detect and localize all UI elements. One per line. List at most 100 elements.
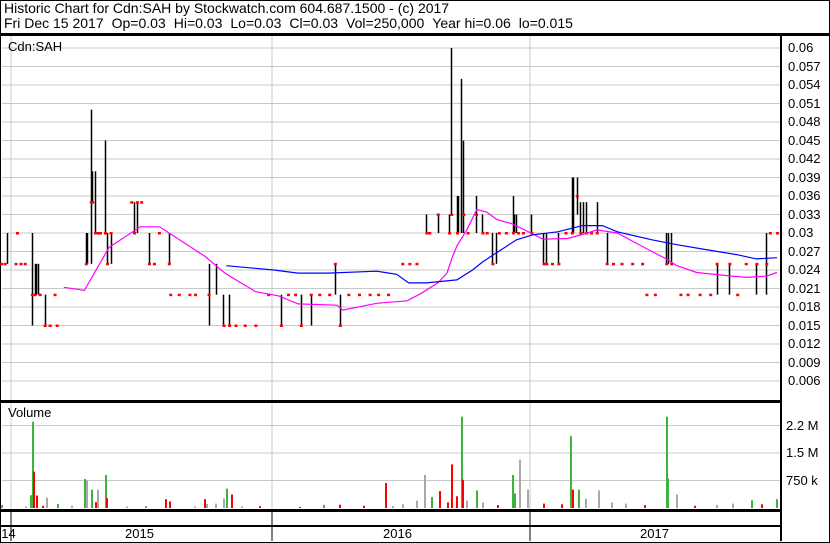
close-marker (744, 262, 748, 266)
close-marker (23, 262, 27, 266)
close-marker (709, 293, 713, 297)
close-marker (755, 262, 759, 266)
close-marker (387, 293, 391, 297)
close-marker (254, 324, 258, 327)
volume-bar (32, 421, 34, 508)
year-label: 2015 (125, 526, 154, 541)
volume-bar (1, 505, 3, 508)
volume-bar (126, 506, 128, 508)
close-marker (103, 232, 107, 235)
close-marker (564, 232, 568, 235)
price-tick-label: 0.048 (788, 114, 821, 129)
close-marker (550, 262, 554, 266)
close-marker (287, 293, 291, 297)
volume-bar (561, 504, 563, 508)
close-marker (401, 262, 405, 266)
close-marker (665, 262, 669, 266)
close-marker (516, 232, 520, 235)
close-marker (294, 293, 298, 297)
volume-bar (694, 505, 696, 508)
price-tick-label: 0.015 (788, 317, 821, 333)
volume-bar (439, 491, 441, 508)
close-marker (130, 201, 134, 204)
volume-bar (223, 498, 225, 508)
volume-bar (644, 505, 646, 508)
volume-bar (543, 503, 545, 508)
close-marker (575, 195, 579, 198)
quote-line: Fri Dec 15 2017 Op=0.03 Hi=0.03 Lo=0.03 Cl=0… (4, 16, 581, 31)
close-marker (357, 293, 361, 297)
symbol-label: Cdn:SAH (8, 39, 63, 54)
volume-bar (482, 502, 484, 508)
volume-bar (226, 488, 228, 508)
close-marker (570, 232, 574, 235)
header-divider (0, 33, 830, 36)
close-marker (497, 232, 501, 235)
volume-bar (497, 505, 499, 508)
close-marker (33, 293, 37, 297)
year-label: 2017 (640, 526, 669, 541)
close-marker (466, 232, 470, 235)
close-marker (715, 262, 719, 266)
volume-bar (598, 490, 600, 508)
close-marker (38, 293, 42, 297)
close-marker (504, 232, 508, 235)
volume-bar (570, 436, 572, 508)
volume-bar (42, 505, 44, 508)
price-tick-label: 0.042 (788, 151, 821, 166)
close-marker (511, 232, 515, 235)
close-marker (455, 232, 459, 235)
short-moving-average-line (63, 208, 778, 311)
close-marker (612, 262, 616, 266)
price-tick-label: 0.051 (788, 95, 821, 111)
volume-bar (716, 505, 718, 508)
volume-bar (363, 505, 365, 508)
volume-bar (466, 500, 468, 508)
close-marker (135, 201, 139, 204)
volume-bar (165, 499, 167, 508)
close-marker (481, 232, 485, 235)
volume-tick-label: 750 k (786, 472, 818, 488)
close-marker (368, 293, 372, 297)
price-tick-label: 0.009 (788, 354, 821, 370)
close-marker (228, 324, 232, 327)
long-moving-average-line (226, 225, 777, 284)
close-marker (631, 262, 635, 266)
close-marker (243, 324, 247, 327)
close-marker (96, 232, 100, 235)
volume-tick-label: 2.2 M (786, 417, 819, 433)
volume-bar (259, 506, 261, 508)
volume-bar (512, 475, 514, 508)
close-marker (521, 232, 525, 235)
volume-bar (416, 500, 418, 508)
volume-bar (339, 504, 341, 508)
close-marker (0, 262, 4, 266)
price-tick-label: 0.024 (788, 262, 821, 277)
close-marker (485, 232, 489, 235)
price-tick-label: 0.03 (788, 225, 814, 240)
close-marker (43, 324, 47, 327)
volume-bar (299, 506, 301, 508)
close-marker (167, 262, 171, 266)
close-marker (377, 293, 381, 297)
volume-bar (527, 489, 529, 508)
volume-bar (676, 494, 678, 508)
close-marker (318, 293, 322, 297)
right-axis-border (780, 36, 782, 541)
volume-divider (0, 400, 782, 403)
volume-bar (323, 505, 325, 508)
close-marker (605, 262, 609, 266)
close-marker (234, 324, 238, 327)
close-marker (48, 324, 52, 327)
close-marker (595, 232, 599, 235)
close-marker (686, 293, 690, 297)
price-tick-label: 0.012 (788, 336, 821, 351)
price-tick-label: 0.057 (788, 58, 821, 74)
price-tick-label: 0.06 (788, 40, 814, 55)
volume-bar (95, 502, 97, 508)
date-axis-top (0, 509, 782, 512)
volume-bar (33, 471, 35, 508)
price-tick-label: 0.039 (788, 169, 821, 185)
